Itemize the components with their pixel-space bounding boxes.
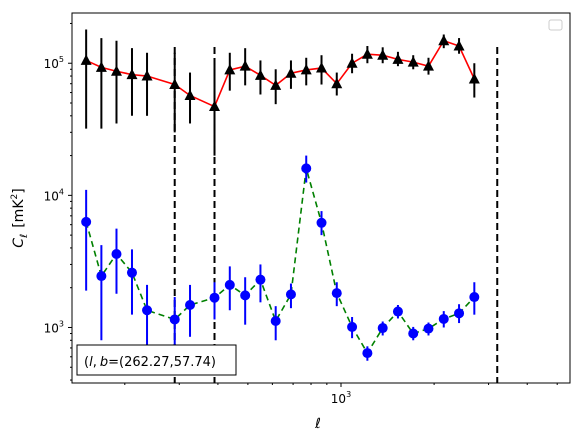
lower-point-9: [224, 279, 235, 290]
legend: [548, 19, 563, 31]
lower-point-15: [316, 217, 327, 228]
upper-point-17: [346, 57, 358, 68]
annotation-text: (l, b=(262.27,57.74): [84, 355, 216, 370]
lower-point-3: [111, 248, 122, 259]
lower-point-17: [347, 321, 358, 332]
annotation: (l, b=(262.27,57.74): [76, 344, 237, 376]
lower-point-2: [96, 271, 107, 282]
upper-point-25: [468, 72, 480, 84]
upper-point-20: [392, 53, 404, 64]
lower-point-6: [169, 314, 180, 325]
upper-point-14: [300, 63, 312, 75]
upper-point-1: [80, 54, 92, 65]
lower-point-10: [240, 290, 251, 301]
plot-content: [80, 29, 499, 383]
upper-point-19: [377, 49, 389, 60]
upper-point-3: [110, 65, 122, 76]
lower-point-11: [255, 274, 266, 285]
upper-point-16: [331, 77, 343, 89]
lower-point-19: [377, 323, 388, 334]
lower-point-5: [142, 305, 153, 316]
legend-box: [548, 19, 563, 31]
y-tick-label-3: 105: [44, 55, 64, 71]
y-tick-label-2: 104: [44, 187, 64, 203]
upper-point-4: [126, 68, 138, 80]
upper-point-2: [95, 61, 107, 72]
lower-point-12: [270, 315, 281, 326]
upper-point-23: [438, 34, 450, 46]
upper-point-21: [407, 56, 419, 67]
y-tick-label-1: 103: [44, 319, 64, 335]
plot-area: [80, 29, 499, 383]
lower-point-13: [285, 289, 296, 300]
lower-point-23: [438, 313, 449, 324]
upper-point-22: [422, 60, 434, 71]
upper-point-5: [141, 70, 153, 81]
upper-point-9: [224, 63, 236, 75]
y-axis-label: Cℓ[mK2]: [10, 188, 30, 247]
x-tick-label-1: 103: [331, 390, 351, 406]
lower-point-14: [301, 163, 312, 174]
upper-point-10: [239, 60, 251, 71]
axes: 103 103 104 105: [44, 12, 571, 406]
upper-point-15: [316, 62, 328, 73]
lower-point-18: [362, 348, 373, 359]
annotation-box: [76, 344, 237, 376]
upper-point-6: [169, 78, 181, 90]
x-axis-label: ℓ: [314, 416, 321, 432]
lower-point-24: [454, 308, 465, 319]
lower-point-20: [392, 306, 403, 317]
lower-point-16: [331, 288, 342, 299]
upper-point-8: [209, 100, 221, 112]
lower-point-22: [423, 323, 434, 334]
upper-point-18: [361, 48, 373, 59]
axis-labels: ℓ Cℓ[mK2]: [10, 188, 321, 432]
lower-point-1: [81, 216, 92, 227]
upper-point-12: [270, 79, 282, 90]
upper-point-24: [453, 40, 465, 51]
lower-point-8: [209, 292, 220, 303]
lower-point-7: [185, 299, 196, 310]
upper-point-7: [184, 89, 196, 100]
lower-point-21: [408, 328, 419, 339]
upper-point-13: [285, 67, 297, 78]
axes-frame: [71, 12, 571, 384]
lower-point-4: [126, 267, 137, 278]
lower-point-25: [469, 292, 480, 303]
upper-point-11: [254, 69, 266, 80]
